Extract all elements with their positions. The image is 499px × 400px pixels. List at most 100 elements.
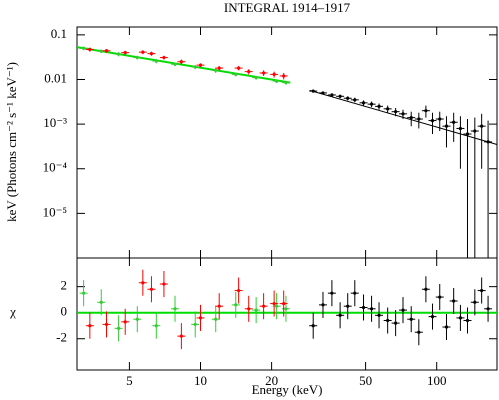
data-point — [275, 304, 279, 308]
plot-frame — [76, 26, 498, 259]
data-point — [237, 288, 241, 293]
data-point — [104, 322, 109, 327]
data-point — [141, 281, 145, 285]
data-point — [214, 68, 218, 72]
data-point — [272, 301, 276, 306]
data-point — [179, 334, 183, 338]
y-tick-label: 0 — [61, 304, 68, 319]
data-point — [417, 117, 421, 121]
data-point — [480, 124, 484, 128]
data-point — [444, 124, 449, 128]
data-point — [458, 126, 463, 131]
data-point — [486, 140, 490, 144]
data-point — [417, 330, 421, 334]
data-point — [486, 307, 490, 311]
data-point — [444, 325, 449, 329]
data-point — [424, 109, 428, 113]
data-point — [353, 98, 357, 102]
data-point — [272, 72, 276, 77]
x-axis-label: Energy (keV) — [252, 382, 323, 397]
data-point — [394, 321, 398, 325]
data-point — [438, 295, 442, 299]
data-point — [99, 300, 103, 304]
data-point — [330, 93, 334, 97]
x-tick-label: 50 — [359, 373, 372, 388]
data-point — [369, 102, 374, 106]
data-point — [361, 305, 366, 310]
data-point — [135, 317, 139, 321]
data-point — [254, 76, 258, 80]
data-point — [82, 291, 86, 295]
data-point — [311, 89, 315, 93]
data-point — [394, 110, 398, 114]
data-point — [123, 320, 127, 324]
data-point — [217, 304, 221, 308]
data-point — [141, 50, 145, 54]
data-point — [135, 55, 139, 60]
data-point — [162, 55, 166, 60]
data-point — [173, 62, 177, 66]
x-tick-label: 5 — [126, 373, 133, 388]
y-tick-label: 10⁻³ — [43, 115, 67, 130]
data-point — [282, 74, 286, 78]
model-line — [76, 46, 291, 84]
y-axis-label: keV (Photons cm⁻² s⁻¹ keV⁻¹) — [4, 62, 19, 222]
y-tick-label: 10⁻⁴ — [43, 160, 68, 175]
data-point — [237, 66, 241, 70]
y-tick-label: 10⁻⁵ — [43, 204, 67, 219]
data-point — [234, 303, 238, 307]
data-point — [149, 287, 154, 291]
data-point — [353, 291, 357, 295]
data-point — [282, 301, 286, 306]
data-point — [338, 94, 342, 98]
chart-title: INTEGRAL 1914–1917 — [224, 0, 351, 15]
data-point — [154, 324, 158, 328]
data-point — [465, 318, 470, 323]
data-point — [234, 72, 238, 77]
data-point — [409, 317, 413, 321]
data-point — [438, 117, 442, 121]
data-point — [386, 107, 390, 111]
data-point — [162, 282, 166, 286]
data-point — [217, 66, 221, 70]
data-point — [430, 118, 435, 123]
data-point — [284, 307, 288, 311]
data-point — [430, 315, 435, 319]
data-point — [386, 318, 390, 323]
data-point — [173, 307, 177, 311]
data-point — [401, 308, 405, 312]
data-point — [116, 326, 121, 330]
data-point — [401, 112, 405, 116]
plot-frame — [76, 257, 498, 371]
data-point — [330, 291, 334, 295]
y-tick-label: 0.01 — [44, 70, 67, 85]
data-point — [193, 65, 197, 69]
data-point — [149, 52, 154, 56]
data-point — [193, 322, 197, 327]
data-point — [154, 59, 158, 63]
y-tick-label: 2 — [61, 278, 68, 293]
data-point — [409, 115, 413, 120]
data-point — [377, 313, 381, 317]
data-point — [458, 316, 463, 320]
data-point — [284, 81, 288, 85]
data-point — [424, 287, 428, 291]
data-point — [377, 104, 381, 108]
data-point — [104, 49, 109, 53]
data-point — [116, 52, 121, 56]
data-point — [321, 91, 325, 95]
data-point — [361, 101, 366, 105]
data-point — [480, 288, 484, 293]
x-tick-label: 10 — [194, 373, 207, 388]
data-point — [346, 96, 350, 100]
data-point — [198, 63, 203, 67]
data-point — [452, 120, 456, 124]
y-tick-label: -2 — [56, 330, 67, 345]
data-point — [473, 129, 477, 133]
data-point — [465, 132, 470, 136]
x-tick-label: 20 — [265, 373, 278, 388]
data-point — [369, 307, 374, 311]
data-point — [473, 300, 477, 304]
